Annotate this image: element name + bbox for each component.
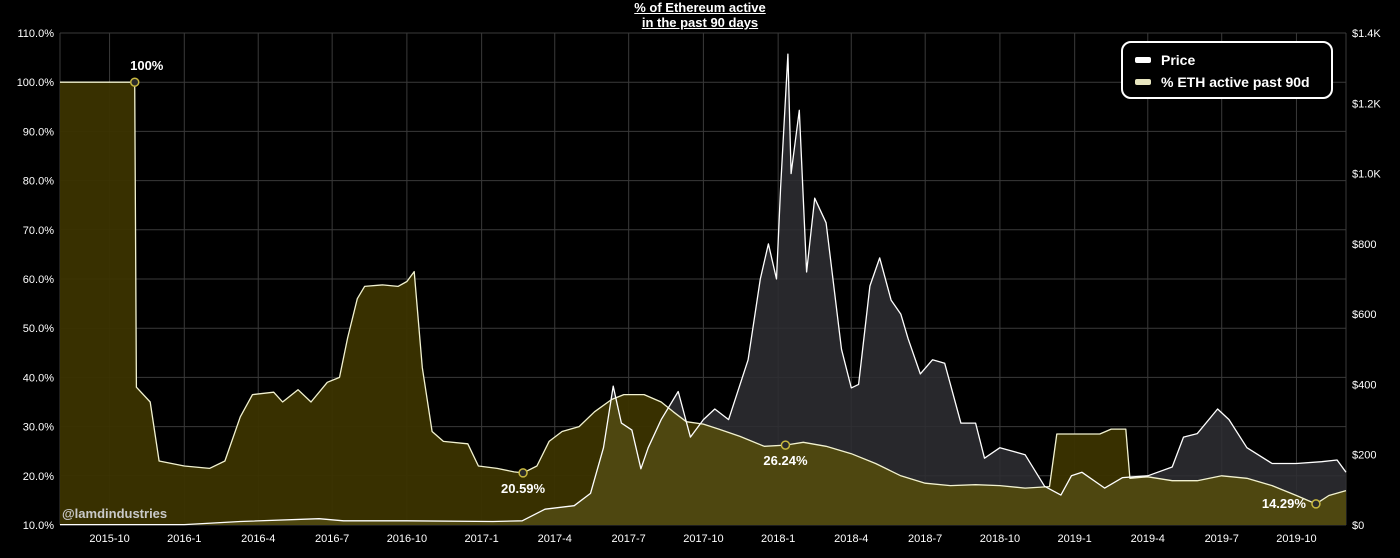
annotation-marker-icon (518, 468, 528, 478)
y-right-tick-label: $0 (1352, 520, 1364, 532)
x-tick-label: 2016-7 (315, 533, 349, 545)
annotation-markers: 100% 20.59% 26.24% 14.29% (129, 58, 1321, 511)
y-right-tick-label: $800 (1352, 239, 1376, 251)
annotation-marker-icon (1311, 499, 1321, 509)
active-swatch-icon (1135, 79, 1151, 85)
y-right-tick-label: $1.4K (1352, 28, 1381, 40)
x-tick-label: 2016-4 (241, 533, 275, 545)
x-tick-label: 2018-4 (834, 533, 868, 545)
x-tick-label: 2018-1 (761, 533, 795, 545)
x-tick-label: 2017-10 (683, 533, 723, 545)
legend-item-active[interactable]: % ETH active past 90d (1135, 72, 1310, 92)
chart-title-line-1: % of Ethereum active (634, 0, 766, 15)
annotation-marker-icon (129, 77, 140, 87)
active-area-fill (60, 82, 1346, 525)
legend: Price % ETH active past 90d (1121, 41, 1333, 99)
active-series-line (60, 81, 1347, 505)
y-left-tick-label: 20.0% (23, 471, 54, 483)
y-left-tick-label: 110.0% (18, 28, 55, 40)
chart-title-line-2: in the past 90 days (641, 15, 759, 30)
x-tick-label: 2019-4 (1131, 533, 1165, 545)
y-left-tick-label: 60.0% (23, 274, 54, 286)
y-left-tick-label: 80.0% (23, 176, 54, 188)
price-series-line (60, 53, 1347, 526)
y-left-tick-label: 90.0% (23, 126, 54, 138)
x-tick-label: 2019-10 (1276, 533, 1316, 545)
price-swatch-icon (1135, 57, 1151, 63)
line-layer (60, 53, 1347, 526)
x-tick-label: 2017-7 (612, 533, 646, 545)
annotation-label: 100% (130, 58, 164, 73)
x-tick-label: 2017-1 (464, 533, 498, 545)
y-right-tick-label: $200 (1352, 450, 1376, 462)
y-left-tick-label: 70.0% (23, 225, 54, 237)
y-left-tick-label: 10.0% (23, 520, 54, 532)
axis-tick-labels: 10.0% 20.0% 30.0% 40.0% 50.0% 60.0% 70.0% 80.0%… (17, 28, 1382, 545)
annotation-marker-icon (780, 440, 791, 450)
x-tick-label: 2017-4 (538, 533, 572, 545)
annotation-label: 14.29% (1262, 496, 1307, 511)
x-tick-label: 2018-7 (908, 533, 942, 545)
y-right-tick-label: $1.0K (1352, 169, 1381, 181)
x-tick-label: 2018-10 (980, 533, 1020, 545)
legend-item-price[interactable]: Price (1135, 50, 1195, 70)
x-tick-label: 2019-7 (1205, 533, 1239, 545)
y-right-tick-label: $600 (1352, 309, 1376, 321)
y-right-tick-label: $400 (1352, 379, 1376, 391)
watermark: @lamdindustries (62, 506, 168, 521)
annotation-label: 20.59% (501, 481, 546, 496)
y-left-tick-label: 100.0% (17, 77, 55, 89)
x-tick-label: 2016-10 (387, 533, 427, 545)
x-tick-label: 2016-1 (167, 533, 201, 545)
legend-price-label: Price (1161, 52, 1196, 68)
x-tick-label: 2019-1 (1058, 533, 1092, 545)
y-left-tick-label: 30.0% (23, 422, 54, 434)
y-left-tick-label: 50.0% (23, 323, 54, 335)
y-left-tick-label: 40.0% (23, 372, 54, 384)
annotation-label: 26.24% (763, 453, 808, 468)
legend-active-label: % ETH active past 90d (1161, 74, 1310, 90)
area-layer (60, 54, 1346, 525)
y-right-tick-label: $1.2K (1352, 98, 1381, 110)
x-tick-label: 2015-10 (89, 533, 129, 545)
